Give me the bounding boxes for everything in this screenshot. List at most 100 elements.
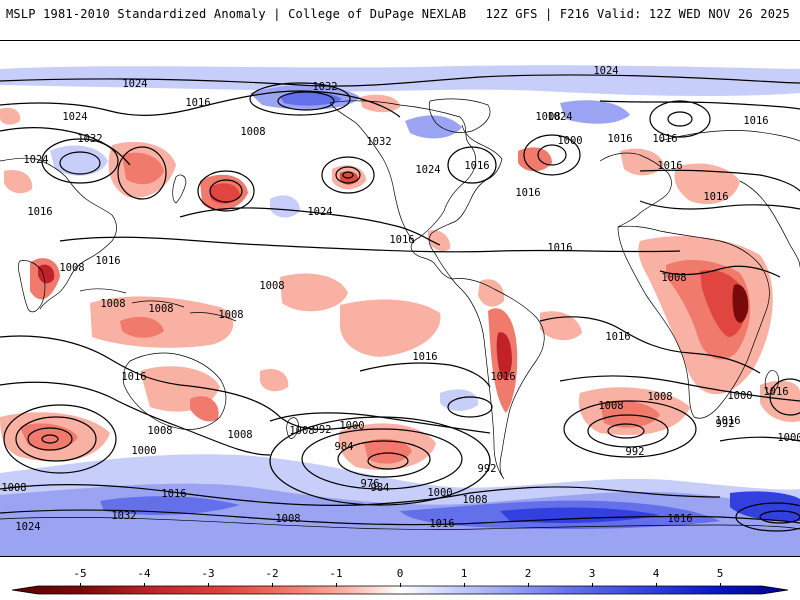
isobar-label: 1024 [122, 78, 147, 90]
isobar-label: 1016 [429, 518, 454, 530]
isobars [0, 74, 800, 532]
anomaly-map: 1024 103210241016102410321024102410081000… [0, 65, 800, 556]
colorbar-gradient [11, 585, 789, 595]
isobar-label: 1016 [161, 488, 186, 500]
isobar-label: 1016 [547, 242, 572, 254]
colorbar-tick [528, 583, 529, 587]
colorbar-tick [80, 583, 81, 587]
isobar [587, 414, 669, 448]
isobar-label: 1024 [307, 206, 332, 218]
coast-africa [617, 225, 770, 419]
isobar-label: 1024 [15, 521, 40, 533]
isobar-label: 1008 [275, 513, 300, 525]
fill-indonesia [90, 296, 234, 348]
colorbar-label: -5 [73, 567, 87, 580]
coast-australia [122, 352, 227, 430]
isobar-label: 1016 [657, 160, 682, 172]
isobar [639, 200, 800, 210]
colorbar-tick [720, 583, 721, 587]
isobar-label: 1008 [100, 298, 125, 310]
colorbar-label: 0 [396, 567, 404, 580]
isobar-label: 1000 [131, 445, 156, 457]
isobar-label: 1016 [743, 115, 768, 127]
isobar-label: 1016 [412, 351, 437, 363]
isobar-label: 1016 [607, 133, 632, 145]
isobar-label: 1016 [95, 255, 120, 267]
isobar [0, 484, 471, 506]
isobar-label: 1024 [62, 111, 87, 123]
fill-india-core [38, 264, 55, 284]
fill-south-indian-east [760, 380, 800, 423]
isobar-label: 1016 [703, 191, 728, 203]
isobar [209, 179, 243, 203]
isobar-label: 1008 [661, 272, 686, 284]
colorbar-tick [592, 583, 593, 587]
fill-canada-high [405, 115, 462, 139]
fill-south-indian-core [730, 491, 800, 522]
isobar [15, 416, 97, 462]
product-title: MSLP 1981-2010 Standardized Anomaly | Co… [6, 7, 467, 21]
isobar-label: 976 [361, 478, 380, 490]
fill-south-pac-core [100, 496, 240, 515]
isobar-label: 1016 [490, 371, 515, 383]
isobar [447, 146, 497, 184]
isobar [599, 100, 800, 110]
fill-asia-blob [50, 145, 108, 176]
colorbar-label: -1 [329, 567, 343, 580]
isobar [469, 486, 721, 498]
isobar [197, 170, 255, 212]
coast-asia-right [659, 130, 800, 268]
isobar [321, 156, 375, 194]
fill-pac-east-low [360, 94, 400, 113]
coast-north-america [329, 100, 503, 280]
coastlines [0, 98, 800, 530]
isobar [759, 510, 800, 524]
isobar [769, 378, 800, 416]
isobar-label: 1008 [598, 400, 623, 412]
isobar [659, 265, 781, 278]
isobar [41, 138, 119, 184]
isobar-label: 1016 [667, 513, 692, 525]
colorbar-label: 2 [524, 567, 532, 580]
isobar-label: 1008 [647, 391, 672, 403]
fill-peru [478, 279, 505, 307]
isobar [117, 146, 167, 200]
isobar-label: 1032 [366, 136, 391, 148]
isobar-label: 1008 [218, 309, 243, 321]
fill-pac-sw [260, 368, 289, 392]
isobar [3, 404, 117, 474]
isobar-label: 1000 [339, 420, 364, 432]
isobar-label: 1000 [427, 487, 452, 499]
isobar [0, 74, 800, 87]
fill-atl-south [540, 311, 582, 341]
isobar-label: 1008 [227, 429, 252, 441]
isobar-label: 1016 [715, 415, 740, 427]
isobar [179, 207, 441, 246]
fill-chile-core [496, 332, 512, 380]
coast-antarctica [0, 516, 800, 530]
coast-new-zealand [286, 417, 299, 439]
isobar [719, 436, 800, 442]
header-bar: MSLP 1981-2010 Standardized Anomaly | Co… [0, 0, 800, 40]
colorbar-tick [336, 583, 337, 587]
anomaly-fills [0, 65, 800, 556]
isobar-label: 1008 [147, 425, 172, 437]
isobar [649, 100, 711, 138]
colorbar-label: 5 [716, 567, 724, 580]
isobar [0, 509, 800, 526]
isobar-label: 1008 [59, 262, 84, 274]
isobar [539, 316, 761, 374]
isobar [537, 144, 567, 166]
fill-pac-south-central [339, 299, 441, 357]
isobar [342, 171, 354, 179]
isobar-label: 1024 [547, 111, 572, 123]
fill-arctic-east [0, 107, 21, 125]
isobar-label: 1008 [240, 126, 265, 138]
isobar-label: 992 [478, 463, 497, 475]
isobar [0, 90, 401, 118]
isobar-label: 1000 [777, 432, 800, 444]
isobar-label: 1008 [289, 425, 314, 437]
isobar-label: 1008 [148, 303, 173, 315]
isobar-label: 992 [313, 424, 332, 436]
isobar-label: 1016 [185, 97, 210, 109]
